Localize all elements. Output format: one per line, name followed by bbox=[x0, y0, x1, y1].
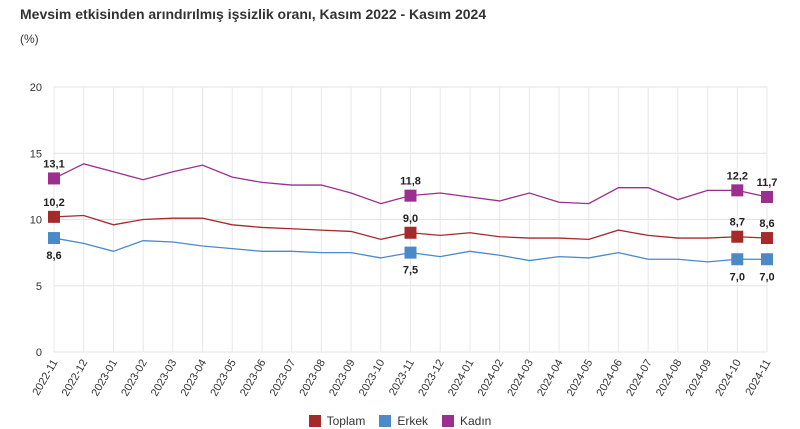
data-marker bbox=[731, 230, 744, 243]
x-tick-label: 2023-02 bbox=[119, 358, 150, 399]
data-label: 8,7 bbox=[730, 217, 745, 229]
y-tick-label: 15 bbox=[30, 148, 42, 160]
x-tick-label: 2024-08 bbox=[654, 358, 685, 399]
x-tick-label: 2023-09 bbox=[327, 358, 358, 399]
data-marker bbox=[48, 210, 60, 223]
legend-swatch-kadin bbox=[442, 415, 454, 427]
x-tick-label: 2022-12 bbox=[60, 358, 91, 399]
data-label: 7,0 bbox=[759, 271, 774, 283]
data-marker bbox=[731, 253, 744, 266]
data-label: 7,0 bbox=[730, 271, 745, 283]
x-tick-label: 2024-09 bbox=[684, 358, 715, 399]
legend-swatch-erkek bbox=[379, 415, 392, 427]
data-label: 8,6 bbox=[759, 218, 774, 230]
x-tick-label: 2023-01 bbox=[89, 358, 120, 399]
y-tick-label: 10 bbox=[30, 215, 42, 227]
y-tick-label: 20 bbox=[30, 82, 42, 94]
data-marker bbox=[404, 189, 417, 202]
legend-swatch-toplam bbox=[308, 415, 321, 427]
legend-item-toplam[interactable]: Toplam bbox=[308, 414, 366, 428]
data-label: 11,7 bbox=[757, 177, 778, 189]
x-tick-label: 2024-10 bbox=[713, 358, 744, 399]
x-tick-label: 2023-05 bbox=[208, 358, 239, 399]
data-marker bbox=[404, 246, 417, 259]
legend-item-erkek[interactable]: Erkek bbox=[379, 414, 428, 428]
data-marker bbox=[48, 172, 60, 185]
data-marker bbox=[761, 190, 773, 203]
x-tick-label: 2024-11 bbox=[743, 358, 773, 398]
chart-legend: Toplam Erkek Kadın bbox=[0, 414, 800, 428]
x-tick-label: 2023-03 bbox=[149, 358, 180, 399]
x-tick-label: 2023-10 bbox=[357, 358, 388, 399]
data-label: 12,2 bbox=[727, 170, 748, 182]
data-label: 7,5 bbox=[403, 265, 418, 277]
data-label: 10,2 bbox=[43, 197, 64, 209]
legend-item-kadin[interactable]: Kadın bbox=[442, 414, 491, 428]
y-tick-label: 0 bbox=[36, 347, 42, 359]
data-label: 8,6 bbox=[46, 250, 61, 262]
data-label: 9,0 bbox=[403, 213, 418, 225]
data-marker bbox=[761, 253, 773, 266]
data-label: 13,1 bbox=[43, 158, 64, 170]
chart-subtitle: (%) bbox=[20, 32, 39, 46]
data-marker bbox=[731, 184, 744, 197]
x-tick-label: 2024-07 bbox=[624, 358, 655, 399]
data-marker bbox=[761, 232, 773, 245]
y-tick-label: 5 bbox=[36, 281, 42, 293]
x-tick-label: 2023-06 bbox=[238, 358, 269, 399]
x-tick-label: 2024-03 bbox=[505, 358, 536, 399]
x-tick-label: 2024-05 bbox=[565, 358, 596, 399]
x-tick-label: 2024-02 bbox=[476, 358, 507, 399]
x-tick-label: 2024-01 bbox=[446, 357, 477, 398]
x-tick-label: 2024-04 bbox=[535, 358, 566, 399]
data-marker bbox=[404, 226, 417, 239]
legend-label-toplam: Toplam bbox=[326, 414, 366, 428]
x-tick-label: 2023-08 bbox=[297, 358, 328, 399]
x-tick-label: 2023-04 bbox=[179, 358, 210, 399]
x-tick-label: 2023-07 bbox=[268, 358, 299, 399]
x-tick-label: 2023-11 bbox=[387, 358, 417, 398]
x-tick-label: 2022-11 bbox=[30, 358, 60, 398]
chart-title: Mevsim etkisinden arındırılmış işsizlik … bbox=[20, 6, 487, 22]
legend-label-erkek: Erkek bbox=[397, 414, 428, 428]
x-tick-label: 2023-12 bbox=[416, 358, 447, 399]
data-marker bbox=[48, 232, 60, 245]
legend-label-kadin: Kadın bbox=[460, 414, 492, 428]
data-label: 11,8 bbox=[400, 176, 421, 188]
x-tick-label: 2024-06 bbox=[594, 358, 625, 399]
